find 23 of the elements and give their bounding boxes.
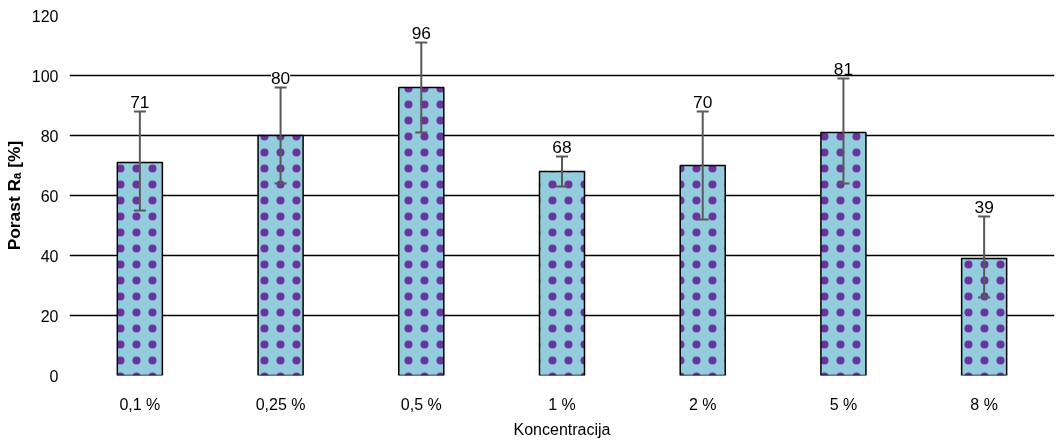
y-axis-title: Porast Rₐ [%] — [3, 140, 24, 251]
y-tick-label: 100 — [31, 67, 59, 85]
y-tick-label: 120 — [31, 7, 59, 25]
x-axis-title: Koncentracija — [513, 420, 611, 438]
x-tick-label: 5 % — [829, 395, 858, 413]
x-tick-label: 2 % — [688, 395, 717, 413]
x-tick-label: 1 % — [548, 395, 576, 413]
y-tick-label: 0 — [49, 367, 59, 385]
y-tick-label: 40 — [40, 247, 59, 265]
y-tick-label: 80 — [40, 127, 59, 145]
x-tick-label: 0,5 % — [400, 395, 442, 413]
x-tick-label: 0,1 % — [119, 395, 161, 413]
x-tick-label: 0,25 % — [255, 395, 306, 413]
data-label: 68 — [552, 136, 572, 157]
x-tick-label: 8 % — [970, 395, 998, 413]
y-tick-label: 20 — [40, 307, 59, 325]
data-label: 80 — [270, 67, 291, 88]
data-label: 70 — [693, 91, 713, 112]
data-label: 81 — [833, 58, 854, 79]
data-label: 39 — [974, 196, 994, 217]
y-tick-label: 60 — [40, 187, 59, 205]
data-label: 71 — [130, 91, 150, 112]
data-label: 96 — [411, 22, 431, 43]
